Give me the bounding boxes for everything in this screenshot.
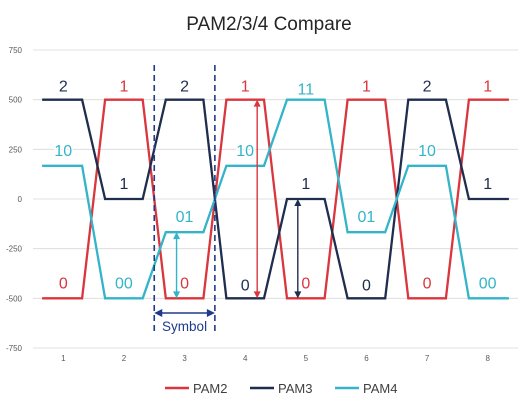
symbol-label: Symbol: [162, 319, 207, 334]
arrowhead-left: [154, 309, 163, 317]
symbol-label: 10: [236, 143, 254, 160]
x-tick-label: 6: [364, 354, 369, 363]
y-tick-label: 750: [9, 46, 23, 55]
x-tick-label: 1: [61, 354, 66, 363]
symbol-label: 0: [59, 275, 68, 292]
symbol-label: 2: [59, 79, 68, 96]
symbol-label: 01: [358, 209, 376, 226]
series-line-pam4: [42, 98, 509, 300]
symbol-label: 0: [362, 277, 371, 294]
symbol-label: 1: [241, 79, 250, 96]
symbol-label: 0: [241, 277, 250, 294]
legend-label-pam2: PAM2: [193, 381, 227, 396]
x-tick-label: 5: [304, 354, 309, 363]
x-tick-label: 2: [122, 354, 127, 363]
symbol-label: 11: [298, 82, 315, 99]
legend: PAM2 PAM3 PAM4: [165, 381, 397, 396]
series-line-pam3: [42, 98, 509, 300]
x-tick-label: 8: [485, 354, 490, 363]
symbol-label: 2: [423, 79, 432, 96]
x-tick-label: 3: [182, 354, 187, 363]
y-tick-label: -750: [6, 344, 23, 353]
symbol-label: 00: [479, 275, 497, 292]
y-tick-label: -250: [6, 245, 23, 254]
legend-label-pam4: PAM4: [363, 381, 397, 396]
symbol-label: 1: [483, 79, 492, 96]
symbol-label: 01: [176, 209, 194, 226]
symbol-label: 00: [115, 275, 133, 292]
y-tick-label: 250: [9, 145, 23, 154]
pam4-step-arrow-head-top: [173, 232, 181, 240]
arrowhead-right: [206, 309, 215, 317]
pam3-step-arrow-head-bottom: [294, 291, 302, 299]
symbol-label: 1: [119, 79, 128, 96]
y-tick-label: 0: [18, 195, 23, 204]
legend-label-pam3: PAM3: [278, 381, 312, 396]
axes: 750 500 250 0 -250 -500 -750 1 2 3 4 5 6 7 8: [6, 46, 490, 363]
symbol-label: 1: [119, 176, 128, 193]
symbol-label: 0: [180, 275, 189, 292]
pam4-step-arrow-head-bottom: [173, 291, 181, 299]
symbol-label: 0: [301, 275, 310, 292]
pam3-step-arrow-head-top: [294, 199, 302, 206]
x-tick-label: 4: [243, 354, 248, 363]
annotations: Symbol: [153, 65, 302, 334]
symbol-label: 10: [418, 143, 436, 160]
symbol-label: 1: [483, 176, 492, 193]
x-tick-label: 7: [425, 354, 430, 363]
symbol-label: 1: [301, 176, 310, 193]
pam2-swing-arrow-head-top: [253, 99, 261, 107]
y-tick-label: 500: [9, 96, 23, 105]
pam2-swing-arrow-head-bottom: [253, 291, 261, 299]
series-lines: [42, 98, 509, 300]
symbol-label: 2: [180, 79, 189, 96]
series-line-pam2: [42, 98, 509, 300]
chart-title: PAM2/3/4 Compare: [186, 14, 351, 35]
symbol-label: 0: [423, 275, 432, 292]
symbol-label: 10: [54, 143, 72, 160]
symbol-label: 1: [362, 79, 371, 96]
y-tick-label: -500: [6, 294, 23, 303]
